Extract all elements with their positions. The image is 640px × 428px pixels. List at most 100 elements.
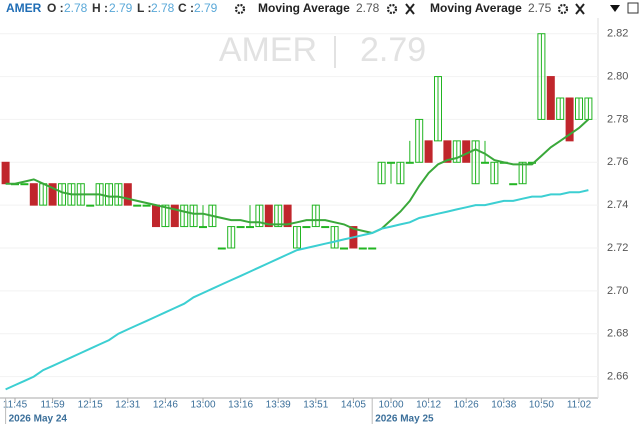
candle-body xyxy=(311,204,320,228)
candle-body xyxy=(518,161,527,185)
x-tick-label: 10:38 xyxy=(491,400,516,411)
candle-body xyxy=(161,204,170,228)
ohlc-label: L : xyxy=(137,1,151,15)
candle-body xyxy=(424,140,433,163)
candle-body xyxy=(452,140,461,163)
candle-body xyxy=(170,204,179,228)
candle-body xyxy=(556,97,565,120)
symbol: AMER xyxy=(6,1,42,15)
candle-body xyxy=(20,183,29,186)
x-tick-label: 12:31 xyxy=(115,400,140,411)
indicator-value: 2.78 xyxy=(356,1,380,15)
x-tick-label: 13:00 xyxy=(190,400,215,411)
candle-body xyxy=(227,226,236,249)
y-tick-label: 2.70 xyxy=(607,285,628,297)
x-tick-label: 14:05 xyxy=(341,400,366,411)
candle-body xyxy=(255,204,264,228)
ohlc-value: 2.79 xyxy=(194,1,218,15)
candle-body xyxy=(293,226,301,249)
candle-body xyxy=(340,247,348,250)
candle-body xyxy=(264,204,273,228)
y-tick-label: 2.80 xyxy=(607,70,628,82)
candle-body xyxy=(152,204,160,228)
ohlc-label: O : xyxy=(47,1,64,15)
candle-body xyxy=(377,161,386,185)
settings-icon[interactable] xyxy=(234,3,246,15)
candle-body xyxy=(405,161,414,164)
candle-body xyxy=(133,204,142,207)
x-tick-label: 12:46 xyxy=(153,400,178,411)
candle-body xyxy=(114,183,123,206)
candle-body xyxy=(481,161,489,164)
y-tick-label: 2.82 xyxy=(607,28,628,40)
candle-body xyxy=(246,226,254,229)
candle-body xyxy=(29,183,38,206)
candle-body xyxy=(48,183,57,206)
candle-body xyxy=(274,204,283,228)
candle-body xyxy=(537,33,546,120)
candle-body xyxy=(283,204,292,228)
candle-body xyxy=(358,247,367,250)
settings-icon[interactable] xyxy=(557,3,569,15)
x-tick-label: 13:16 xyxy=(228,400,253,411)
candle-body xyxy=(58,183,66,206)
window-icon[interactable] xyxy=(627,2,639,14)
settings-icon[interactable] xyxy=(386,3,398,15)
candle-body xyxy=(1,161,10,185)
candle-body xyxy=(105,183,113,206)
close-icon[interactable] xyxy=(575,3,585,15)
candle-body xyxy=(142,204,151,207)
close-icon[interactable] xyxy=(405,3,415,15)
candle-body xyxy=(509,183,518,186)
date-label: 2026 May 24 xyxy=(9,414,68,425)
moving-average-line xyxy=(5,189,589,391)
indicator-name: Moving Average xyxy=(258,1,350,15)
watermark: AMER 2.79 xyxy=(219,31,426,69)
y-tick-label: 2.74 xyxy=(607,199,628,211)
candle-body xyxy=(199,226,207,229)
y-tick-label: 2.76 xyxy=(607,156,628,168)
indicator-value: 2.75 xyxy=(528,1,552,15)
ohlc-value: 2.78 xyxy=(151,1,175,15)
moving-average-line xyxy=(5,118,590,235)
candle-body xyxy=(86,204,95,207)
x-tick-label: 13:51 xyxy=(303,400,328,411)
candle-body xyxy=(123,183,132,206)
candle-body xyxy=(321,226,330,229)
candle-body xyxy=(434,76,442,142)
ohlc-value: 2.79 xyxy=(109,1,133,15)
candle-body xyxy=(415,118,424,163)
x-tick-label: 10:50 xyxy=(529,400,554,411)
x-tick-label: 12:15 xyxy=(78,400,103,411)
candle-body xyxy=(396,161,405,185)
candle-body xyxy=(387,161,395,164)
candle-body xyxy=(302,226,311,229)
candle-body xyxy=(330,226,339,249)
x-tick-label: 11:59 xyxy=(40,400,65,411)
y-tick-label: 2.66 xyxy=(607,370,628,382)
x-tick-label: 13:39 xyxy=(266,400,291,411)
candle-body xyxy=(546,76,555,120)
x-tick-label: 11:45 xyxy=(3,400,28,411)
header: AMER O : 2.78 H : 2.79 L : 2.78 C : 2.79… xyxy=(6,1,639,15)
x-tick-label: 10:26 xyxy=(454,400,479,411)
menu-icon[interactable] xyxy=(610,5,620,12)
x-tick-label: 10:00 xyxy=(378,400,403,411)
candle-body xyxy=(471,140,480,185)
ohlc-value: 2.78 xyxy=(64,1,88,15)
ohlc-label: H : xyxy=(92,1,108,15)
x-tick-label: 10:12 xyxy=(416,400,441,411)
candle-body xyxy=(443,140,452,163)
candle-body xyxy=(180,204,189,228)
y-tick-label: 2.72 xyxy=(607,242,628,254)
ohlc-label: C : xyxy=(178,1,194,15)
candle-body xyxy=(189,204,198,228)
candle-body xyxy=(217,247,226,250)
candle-body xyxy=(575,97,583,120)
watermark-symbol: AMER xyxy=(219,31,317,69)
date-label: 2026 May 25 xyxy=(375,414,434,425)
candle-body xyxy=(236,226,245,229)
candle-body xyxy=(565,97,574,142)
